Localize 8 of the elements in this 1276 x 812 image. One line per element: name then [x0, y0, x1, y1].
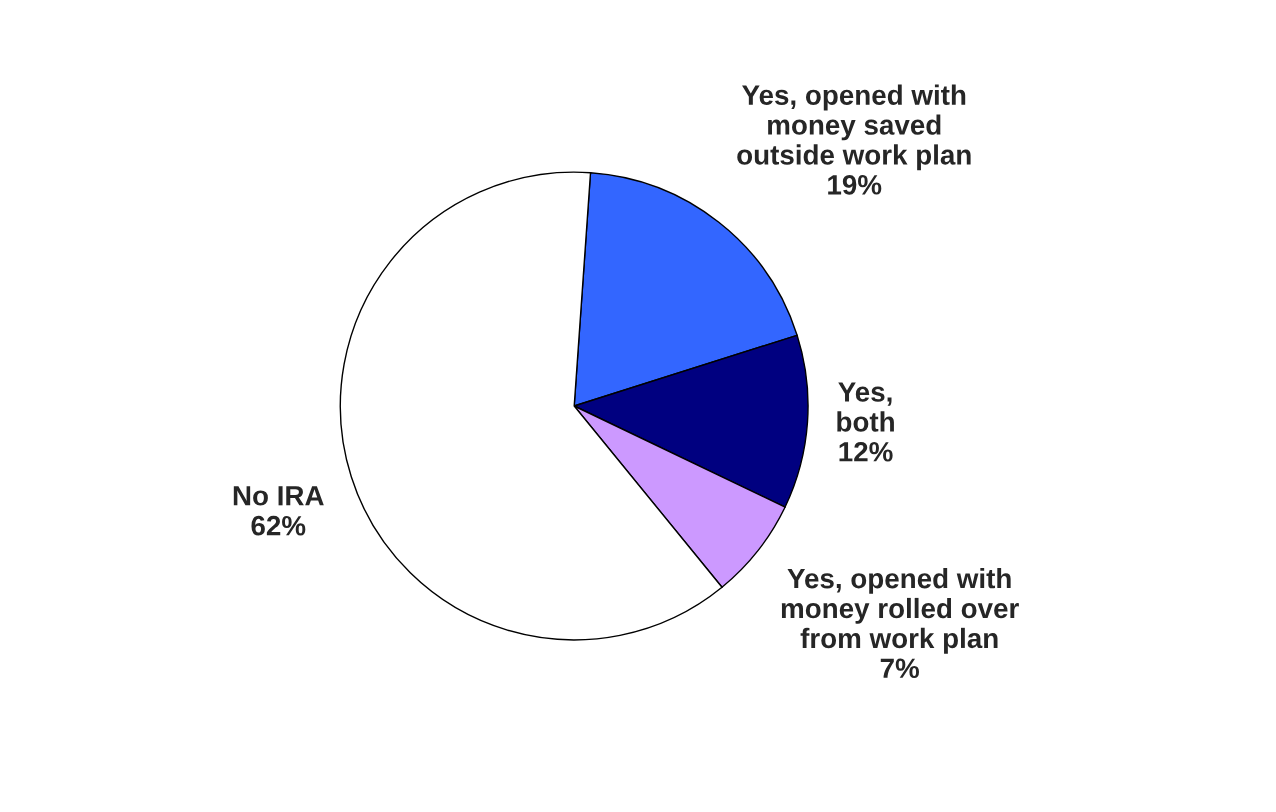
slice-label: Yes, opened with money saved outside work plan [737, 84, 971, 171]
data-label: 19% [828, 175, 882, 195]
slice-label: Yes, opened with money rolled over from work plan [781, 567, 1019, 654]
data-label: 7% [880, 658, 919, 679]
data-label: 12% [839, 441, 893, 462]
slice-label: No IRA [233, 486, 324, 506]
data-label: 62% [251, 515, 306, 536]
slice-label: Yes, both [837, 382, 894, 432]
